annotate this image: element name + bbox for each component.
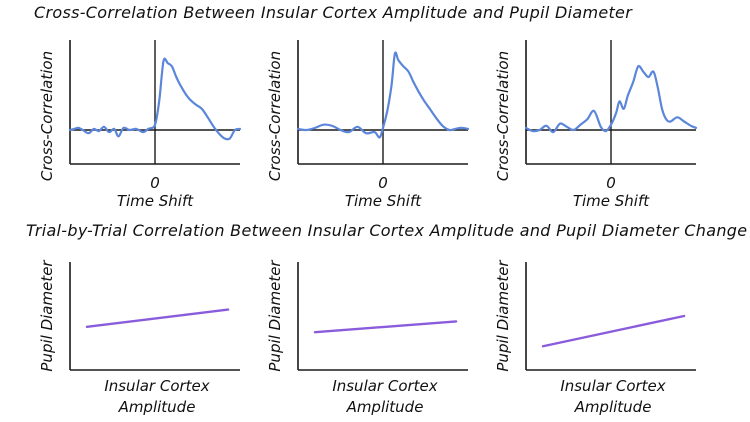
x-axis-label: Time Shift bbox=[117, 192, 194, 210]
trial-correlation-panel-2: Insular Cortex Amplitude Pupil Diameter bbox=[266, 260, 468, 416]
x-axis-label: Time Shift bbox=[573, 192, 650, 210]
y-axis-label: Cross-Correlation bbox=[266, 51, 284, 181]
x-axis-label: Time Shift bbox=[345, 192, 422, 210]
cross-correlation-series-line bbox=[68, 57, 242, 141]
y-axis-label: Pupil Diameter bbox=[38, 260, 56, 372]
x-axis-label-line-2: Amplitude bbox=[574, 398, 652, 416]
trend-line bbox=[541, 314, 686, 348]
trial-correlation-panel-1: Insular Cortex Amplitude Pupil Diameter bbox=[38, 260, 240, 416]
top-row-title: Cross-Correlation Between Insular Cortex… bbox=[34, 3, 633, 22]
bottom-row-title: Trial-by-Trial Correlation Between Insul… bbox=[26, 221, 748, 240]
trend-line bbox=[85, 308, 230, 329]
cross-correlation-series-line bbox=[524, 64, 698, 134]
x-axis-label-line-2: Amplitude bbox=[346, 398, 424, 416]
cross-correlation-series-line bbox=[296, 51, 470, 139]
x-axis-label-line-1: Insular Cortex bbox=[104, 377, 209, 395]
y-axis-label: Cross-Correlation bbox=[494, 51, 512, 181]
x-axis-label-line-2: Amplitude bbox=[118, 398, 196, 416]
x-tick-label: 0 bbox=[378, 174, 388, 192]
x-axis-label-line-1: Insular Cortex bbox=[560, 377, 665, 395]
x-tick-label: 0 bbox=[606, 174, 616, 192]
y-axis-label: Cross-Correlation bbox=[38, 51, 56, 181]
x-axis-label-line-1: Insular Cortex bbox=[332, 377, 437, 395]
y-axis-label: Pupil Diameter bbox=[494, 260, 512, 372]
trial-correlation-panel-3: Insular Cortex Amplitude Pupil Diameter bbox=[494, 260, 696, 416]
x-tick-label: 0 bbox=[150, 174, 160, 192]
trend-line bbox=[313, 320, 458, 334]
y-axis-label: Pupil Diameter bbox=[266, 260, 284, 372]
